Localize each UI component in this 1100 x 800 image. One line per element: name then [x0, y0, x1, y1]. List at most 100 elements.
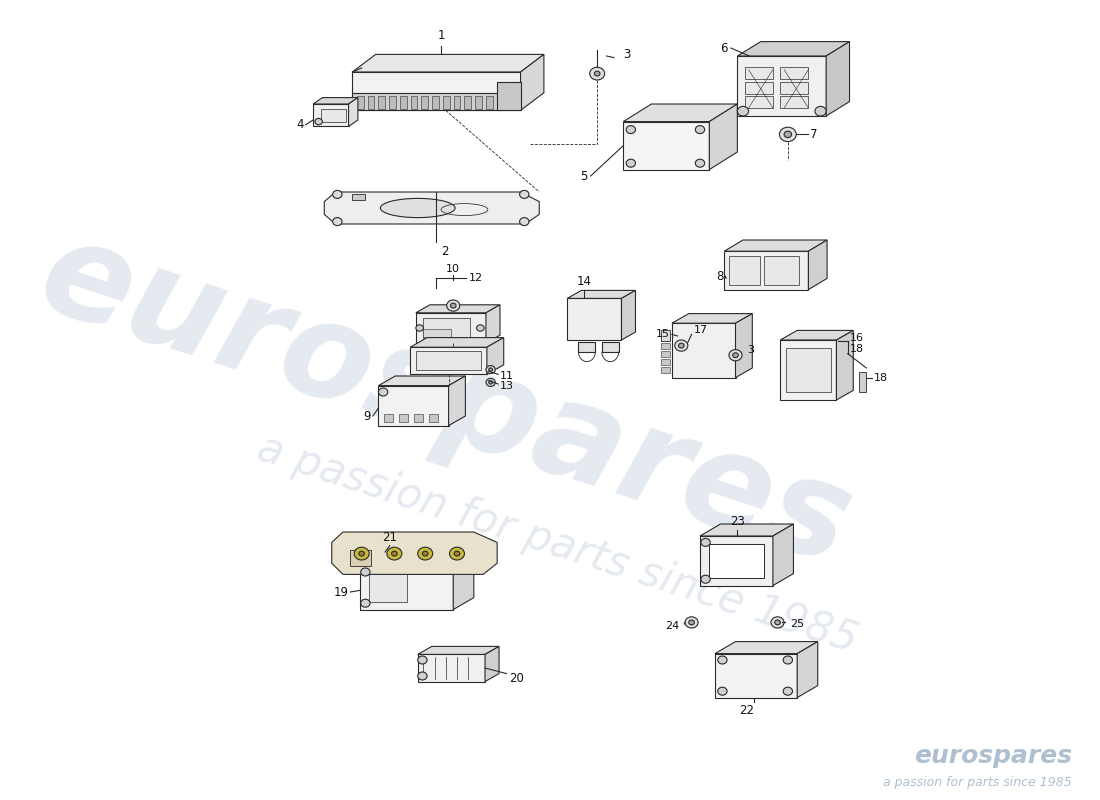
Polygon shape	[672, 314, 752, 323]
Circle shape	[359, 551, 364, 556]
Polygon shape	[399, 414, 408, 422]
Polygon shape	[736, 314, 752, 378]
Polygon shape	[661, 330, 670, 341]
Polygon shape	[624, 104, 737, 122]
Text: 14: 14	[576, 275, 592, 288]
Polygon shape	[400, 96, 407, 109]
Text: 6: 6	[720, 42, 728, 54]
Polygon shape	[624, 122, 710, 170]
Polygon shape	[351, 550, 371, 566]
Circle shape	[519, 218, 529, 226]
Circle shape	[378, 388, 388, 396]
Polygon shape	[826, 42, 849, 116]
Circle shape	[674, 340, 688, 351]
Polygon shape	[672, 323, 736, 378]
Polygon shape	[486, 96, 493, 109]
Text: 3: 3	[747, 346, 754, 355]
Polygon shape	[416, 305, 500, 313]
Text: 1: 1	[438, 29, 444, 42]
Polygon shape	[745, 82, 773, 94]
Polygon shape	[475, 96, 482, 109]
Circle shape	[701, 538, 711, 546]
Polygon shape	[429, 414, 438, 422]
Circle shape	[486, 378, 495, 386]
Circle shape	[733, 353, 738, 358]
Polygon shape	[416, 313, 486, 343]
Circle shape	[450, 547, 464, 560]
Text: 4: 4	[296, 118, 304, 131]
Polygon shape	[621, 290, 636, 340]
Polygon shape	[715, 642, 817, 654]
Polygon shape	[314, 104, 349, 126]
Polygon shape	[358, 96, 363, 109]
Circle shape	[354, 547, 370, 560]
Text: 19: 19	[333, 586, 349, 598]
Polygon shape	[421, 96, 428, 109]
Circle shape	[488, 381, 493, 384]
Circle shape	[771, 617, 784, 628]
Polygon shape	[384, 414, 394, 422]
Polygon shape	[314, 98, 358, 104]
Polygon shape	[780, 67, 808, 79]
Polygon shape	[497, 96, 503, 109]
Polygon shape	[700, 536, 773, 586]
Text: a passion for parts since 1985: a passion for parts since 1985	[252, 427, 864, 661]
Circle shape	[418, 672, 427, 680]
Polygon shape	[352, 194, 365, 200]
Polygon shape	[414, 414, 424, 422]
Text: 7: 7	[811, 128, 817, 141]
Polygon shape	[700, 524, 793, 536]
Polygon shape	[724, 240, 827, 251]
Circle shape	[332, 218, 342, 226]
Polygon shape	[324, 192, 539, 224]
Circle shape	[416, 325, 424, 331]
Polygon shape	[737, 56, 826, 116]
Polygon shape	[432, 96, 439, 109]
Polygon shape	[859, 372, 867, 392]
Polygon shape	[464, 96, 471, 109]
Polygon shape	[360, 554, 474, 566]
Text: 17: 17	[693, 326, 707, 335]
Polygon shape	[724, 251, 808, 290]
Text: 22: 22	[739, 704, 755, 717]
Polygon shape	[352, 93, 502, 110]
Text: 13: 13	[500, 381, 514, 390]
Polygon shape	[836, 330, 854, 400]
Circle shape	[685, 617, 698, 628]
Ellipse shape	[381, 198, 455, 218]
Text: a passion for parts since 1985: a passion for parts since 1985	[883, 776, 1072, 789]
Circle shape	[422, 551, 428, 556]
Polygon shape	[360, 566, 453, 610]
Polygon shape	[418, 646, 499, 654]
Circle shape	[737, 106, 749, 116]
Polygon shape	[808, 240, 827, 290]
Circle shape	[361, 599, 370, 607]
Polygon shape	[710, 544, 763, 578]
Circle shape	[780, 127, 796, 142]
Polygon shape	[661, 343, 670, 349]
Circle shape	[815, 106, 826, 116]
Polygon shape	[453, 96, 460, 109]
Polygon shape	[453, 554, 474, 610]
Polygon shape	[715, 654, 798, 698]
Circle shape	[774, 620, 780, 625]
Polygon shape	[568, 290, 636, 298]
Polygon shape	[410, 96, 417, 109]
Text: 8: 8	[716, 270, 724, 282]
Text: eurospares: eurospares	[24, 208, 867, 592]
Polygon shape	[497, 82, 520, 110]
Polygon shape	[424, 318, 470, 338]
Circle shape	[679, 343, 684, 348]
Text: 21: 21	[382, 531, 397, 544]
Circle shape	[689, 620, 694, 625]
Polygon shape	[710, 104, 737, 170]
Polygon shape	[410, 338, 504, 347]
Text: 20: 20	[509, 672, 525, 685]
Circle shape	[519, 190, 529, 198]
Text: 18: 18	[873, 373, 888, 382]
Circle shape	[784, 131, 792, 138]
Polygon shape	[780, 82, 808, 94]
Text: 11: 11	[500, 371, 514, 381]
Polygon shape	[378, 376, 465, 386]
Circle shape	[447, 300, 460, 311]
